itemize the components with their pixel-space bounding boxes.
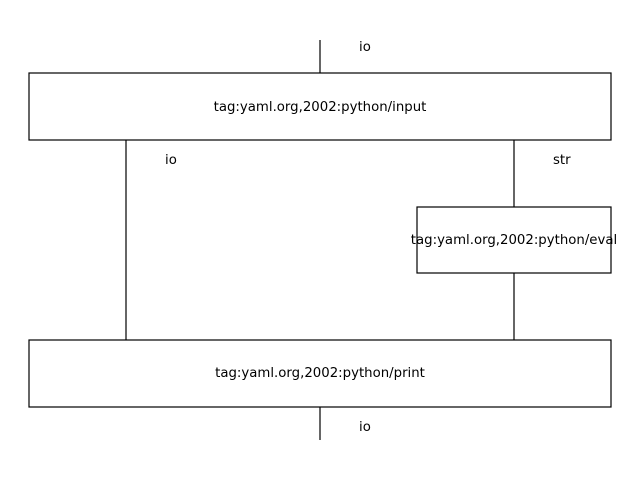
- edge-label-input-eval-str: str: [553, 153, 571, 168]
- edge-label-out-io: io: [359, 420, 371, 435]
- node-input: tag:yaml.org,2002:python/input: [28, 72, 612, 141]
- edge-label-in-io: io: [359, 40, 371, 55]
- node-eval-box: [416, 206, 612, 274]
- node-input-label: tag:yaml.org,2002:python/input: [214, 100, 427, 115]
- node-eval-label: tag:yaml.org,2002:python/eval: [411, 233, 617, 248]
- edge-label-input-print-io: io: [165, 153, 177, 168]
- node-eval: tag:yaml.org,2002:python/eval: [411, 206, 617, 274]
- node-input-box: [28, 72, 612, 141]
- node-print-label: tag:yaml.org,2002:python/print: [215, 366, 425, 381]
- node-print-box: [28, 339, 612, 408]
- node-print: tag:yaml.org,2002:python/print: [28, 339, 612, 408]
